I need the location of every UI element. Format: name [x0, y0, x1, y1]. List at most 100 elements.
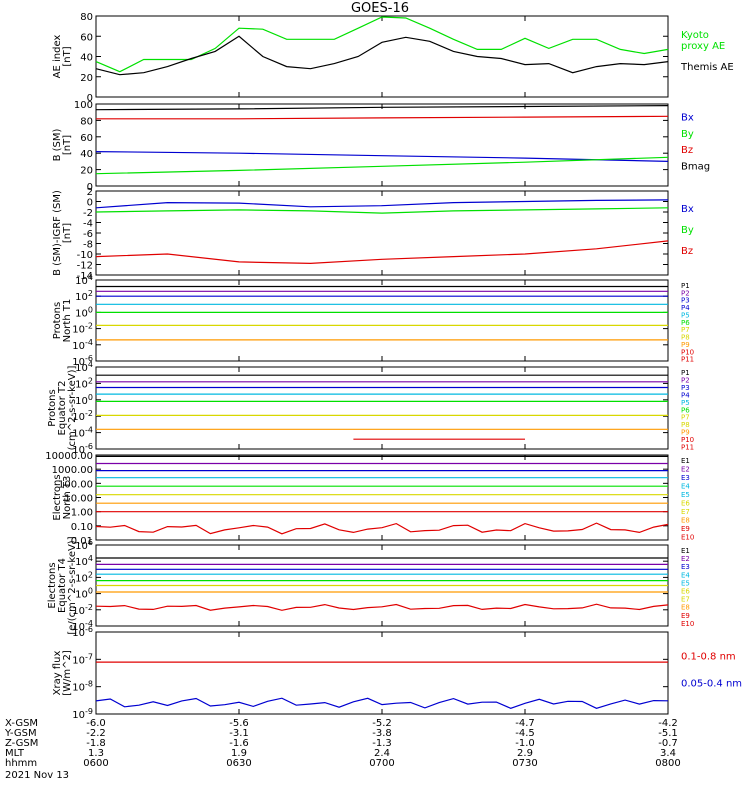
legend-entry: P2	[681, 289, 690, 297]
y-axis-label: B (SM)	[52, 128, 63, 161]
x-axis-value: -5.2	[372, 718, 392, 729]
y-tick-label: 100.00	[58, 479, 93, 490]
legend-entry: P3	[681, 297, 690, 305]
y-axis-label: Electrons	[47, 562, 58, 608]
legend-entry: E9	[681, 525, 690, 533]
legend-entry: By	[681, 225, 694, 236]
series-line	[95, 697, 669, 709]
y-axis-label: North T1	[62, 299, 73, 343]
y-tick-label: 100	[75, 587, 93, 601]
legend-entry: P7	[681, 414, 690, 422]
y-tick-label: 104	[75, 554, 93, 568]
y-tick-label: -4	[83, 219, 93, 230]
x-axis-value: 0600	[83, 758, 108, 769]
legend-entry: P8	[681, 421, 690, 429]
y-tick-label: -2	[83, 208, 93, 219]
y-tick-label: 1000.00	[52, 465, 93, 476]
x-axis-row-label: Y-GSM	[4, 728, 37, 739]
legend-entry: P7	[681, 326, 690, 334]
y-tick-label: 0	[87, 198, 93, 209]
y-tick-label: 10.00	[64, 494, 93, 505]
y-tick-label: 10-4	[72, 426, 93, 440]
legend-entry: E6	[681, 500, 690, 508]
legend-entry: E1	[681, 547, 690, 555]
legend-entry: E7	[681, 596, 690, 604]
y-tick-label: 10-8	[72, 680, 93, 694]
legend-entry: proxy AE	[681, 41, 725, 52]
legend-entry: P4	[681, 391, 690, 399]
x-axis-value: -0.7	[658, 738, 678, 749]
y-tick-label: 10-9	[72, 707, 93, 721]
panel-frame	[95, 15, 669, 98]
x-axis-value: 0800	[655, 758, 680, 769]
x-axis-value: -2.2	[86, 728, 106, 739]
x-axis-value: -3.8	[372, 728, 392, 739]
y-tick-label: 104	[75, 273, 93, 287]
y-tick-label: -8	[83, 240, 93, 251]
y-axis-label: Protons	[47, 389, 58, 426]
legend-entry: P11	[681, 356, 694, 364]
legend-entry: P1	[681, 369, 690, 377]
y-axis-label: Equator T2	[57, 381, 68, 436]
legend-entry: E5	[681, 579, 690, 587]
legend-entry: P8	[681, 334, 690, 342]
series-line	[95, 156, 669, 175]
y-tick-label: 0	[87, 182, 93, 193]
y-tick-label: 40	[80, 53, 93, 64]
y-tick-label: 0.01	[71, 536, 93, 547]
y-tick-label: 10-6	[72, 442, 93, 456]
legend-entry: P11	[681, 444, 694, 452]
y-axis-label: [nT]	[62, 135, 73, 155]
x-axis-value: 0730	[512, 758, 537, 769]
y-tick-label: -14	[77, 271, 93, 282]
legend-entry: Kyoto	[681, 30, 709, 41]
y-axis-label: [nT]	[62, 223, 73, 243]
series-line	[95, 35, 669, 76]
x-axis-value: -4.7	[515, 718, 535, 729]
y-tick-label: 10-4	[72, 619, 93, 633]
y-tick-label: 10-2	[72, 322, 93, 336]
legend-entry: P6	[681, 406, 690, 414]
x-axis-value: 2.4	[374, 748, 390, 759]
y-tick-label: 2	[87, 187, 93, 198]
x-axis-value: 1.9	[231, 748, 247, 759]
series-line	[95, 105, 669, 111]
y-tick-label: 10-6	[72, 354, 93, 368]
legend-entry: E2	[681, 555, 690, 563]
x-axis-value: -5.1	[658, 728, 678, 739]
legend-entry: E4	[681, 571, 690, 579]
y-tick-label: 106	[75, 538, 93, 552]
legend-entry: E6	[681, 588, 690, 596]
legend-entry: P4	[681, 304, 690, 312]
legend-entry: E4	[681, 483, 690, 491]
x-axis-value: -6.0	[86, 718, 106, 729]
y-tick-label: 102	[75, 570, 93, 584]
y-axis-label: B (SM)-IGRF (SM)	[52, 190, 63, 276]
legend-entry: P1	[681, 282, 690, 290]
legend-entry: P2	[681, 376, 690, 384]
y-tick-label: 40	[80, 149, 93, 160]
x-axis-row-label: hhmm	[5, 758, 37, 769]
y-tick-label: 10000.00	[45, 451, 93, 462]
panel-frame	[95, 190, 669, 276]
x-axis-row-label: X-GSM	[5, 718, 38, 729]
series-line	[95, 603, 669, 611]
legend-entry: Bz	[681, 145, 693, 156]
y-tick-label: 60	[80, 133, 93, 144]
y-tick-label: 104	[75, 360, 93, 374]
y-tick-label: 10-7	[72, 652, 93, 666]
y-axis-label: [nT]	[62, 46, 73, 66]
chart-title: GOES-16	[350, 1, 409, 16]
y-tick-label: 80	[80, 12, 93, 23]
y-axis-label: Equator T4	[57, 558, 68, 613]
y-tick-label: 60	[80, 32, 93, 43]
x-axis-value: -1.3	[372, 738, 392, 749]
y-tick-label: 10-2	[72, 409, 93, 423]
y-axis-label: Electrons	[52, 474, 63, 520]
y-tick-label: 10-6	[72, 625, 93, 639]
legend-entry: E9	[681, 612, 690, 620]
legend-entry: E3	[681, 474, 690, 482]
panel-frame	[95, 366, 669, 450]
y-tick-label: 100	[74, 100, 93, 111]
